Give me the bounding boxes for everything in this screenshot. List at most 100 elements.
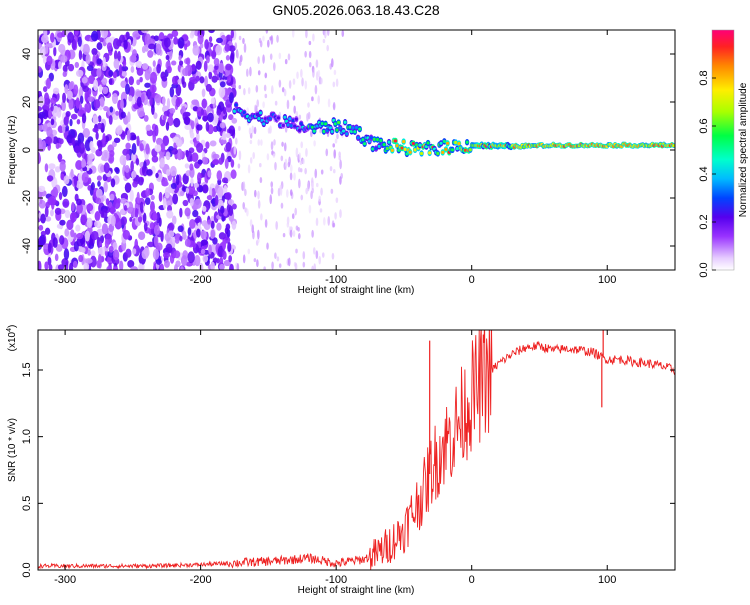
signal-core-97: [390, 148, 394, 153]
noise-blob-669: [103, 105, 109, 112]
noise-blob-979: [231, 203, 237, 210]
noise-blob-914: [152, 248, 160, 260]
noise-blob-1362: [105, 198, 110, 206]
noise-blob-1533: [307, 102, 310, 108]
noise-blob-227: [138, 231, 146, 241]
signal-core-145: [468, 148, 472, 152]
noise-blob-1032: [135, 158, 140, 166]
spectrogram-x-tick-label-4: 100: [598, 274, 616, 286]
spectrogram-x-tick-label-0: -300: [54, 274, 76, 286]
signal-core-36: [291, 118, 295, 123]
noise-blob-391: [113, 50, 118, 61]
noise-blob-1338: [162, 115, 167, 121]
noise-blob-1651: [284, 125, 288, 133]
noise-blob-1027: [184, 65, 189, 77]
noise-blob-579: [112, 38, 120, 50]
noise-blob-1537: [325, 148, 329, 157]
noise-blob-1585: [284, 58, 288, 65]
noise-blob-1396: [124, 164, 130, 173]
noise-blob-831: [173, 250, 181, 259]
noise-blob-993: [146, 129, 154, 137]
noise-blob-943: [218, 157, 224, 165]
noise-blob-1258: [196, 228, 201, 238]
noise-blob-727: [164, 259, 170, 268]
noise-blob-1068: [44, 206, 49, 218]
noise-blob-1525: [289, 189, 293, 196]
noise-blob-274: [179, 207, 183, 218]
noise-blob-1248: [166, 210, 174, 219]
noise-blob-1553: [320, 77, 323, 85]
noise-blob-655: [212, 237, 218, 245]
noise-blob-331: [223, 184, 228, 195]
noise-blob-1427: [260, 139, 263, 146]
noise-blob-1649: [312, 33, 315, 42]
noise-blob-915: [230, 159, 235, 168]
noise-blob-1372: [138, 263, 144, 270]
noise-blob-775: [129, 189, 134, 202]
noise-blob-1239: [170, 182, 177, 189]
noise-blob-1055: [194, 254, 201, 267]
signal-core-138: [457, 142, 461, 146]
noise-blob-1515: [274, 161, 277, 171]
noise-blob-1297: [230, 30, 235, 39]
noise-blob-1288: [66, 90, 73, 100]
noise-blob-1497: [292, 230, 296, 238]
noise-blob-895: [99, 37, 104, 43]
noise-blob-203: [108, 50, 113, 56]
noise-blob-766: [45, 77, 52, 89]
noise-blob-1574: [311, 229, 314, 238]
snr-multiplier-suffix: ): [7, 325, 18, 328]
noise-blob-308: [62, 64, 68, 73]
noise-blob-1613: [243, 43, 247, 53]
snr-series-group: [38, 330, 675, 570]
noise-blob-1353: [89, 140, 94, 150]
noise-blob-1229: [76, 236, 84, 247]
signal-core-30: [281, 123, 285, 128]
noise-blob-380: [120, 208, 126, 215]
noise-blob-1182: [197, 159, 203, 165]
noise-blob-1199: [120, 98, 124, 110]
noise-blob-176: [182, 199, 189, 207]
signal-core-37: [293, 124, 297, 128]
colorbar-tick-label-0: 0.0: [698, 262, 710, 277]
noise-blob-1601: [287, 257, 291, 267]
noise-blob-1014: [38, 124, 44, 131]
noise-blob-1603: [312, 247, 316, 255]
noise-blob-1632: [296, 71, 299, 79]
noise-blob-1558: [272, 153, 276, 158]
signal-core-31: [283, 115, 287, 119]
noise-blob-1597: [308, 40, 312, 46]
noise-blob-1289: [163, 252, 171, 259]
noise-blob-330: [130, 66, 135, 73]
noise-blob-859: [58, 138, 64, 145]
noise-blob-1245: [126, 129, 131, 142]
noise-blob-1158: [85, 53, 91, 65]
noise-blob-1304: [67, 63, 75, 72]
noise-blob-846: [169, 112, 173, 120]
noise-blob-1393: [115, 126, 123, 135]
noise-blob-1228: [67, 31, 75, 43]
noise-blob-941: [196, 142, 204, 153]
noise-blob-942: [95, 131, 99, 140]
noise-blob-740: [219, 257, 224, 265]
signal-core-111: [413, 148, 417, 152]
noise-blob-1036: [76, 203, 83, 214]
noise-blob-1602: [298, 152, 302, 161]
noise-blob-1219: [141, 93, 145, 103]
noise-blob-1639: [238, 150, 242, 161]
noise-blob-990: [200, 108, 205, 116]
noise-blob-976: [207, 64, 214, 73]
noise-blob-1401: [269, 194, 273, 205]
noise-blob-1318: [85, 258, 93, 264]
noise-blob-78: [96, 175, 102, 181]
colorbar: 0.0 0.2 0.4 0.6 0.8 Normalized spectral ampl…: [698, 29, 749, 278]
noise-blob-167: [75, 224, 81, 232]
noise-blob-1123: [106, 42, 113, 51]
noise-blob-690: [228, 125, 236, 137]
noise-blob-1004: [78, 254, 84, 263]
noise-blob-1109: [130, 266, 138, 270]
signal-core-129: [442, 139, 446, 143]
snr-ticks: -300 -200 -100 0 100 0.0 0.5 1.0 1.5: [21, 330, 675, 586]
signal-core-63: [335, 128, 339, 132]
snr-x-tick-label-3: 0: [469, 574, 475, 586]
